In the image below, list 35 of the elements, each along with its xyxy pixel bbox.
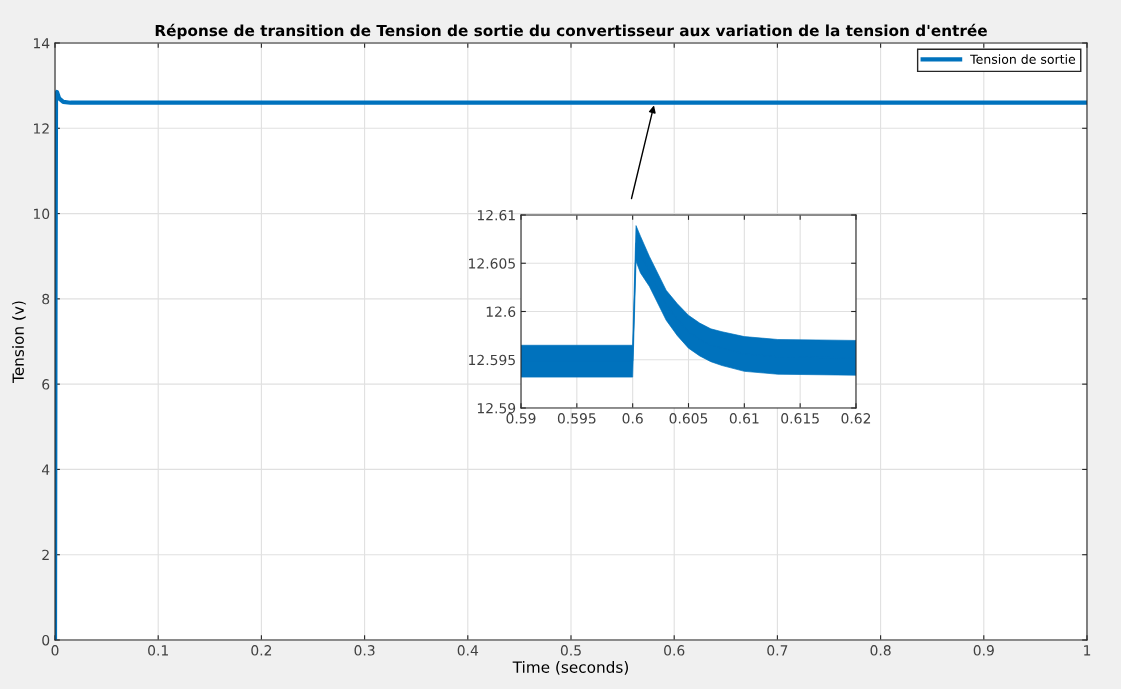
chart-title: Réponse de transition de Tension de sortie du convertisseur aux variation de la tension d'entrée bbox=[155, 23, 987, 40]
y-tick-label: 8 bbox=[42, 293, 50, 305]
x-tick-label: 1 bbox=[1084, 645, 1091, 656]
x-tick-label: 0.9 bbox=[973, 645, 994, 656]
x-tick-label: 0.1 bbox=[148, 645, 168, 656]
x-tick-label: 0.5 bbox=[560, 645, 581, 656]
x-tick-label: 0.7 bbox=[767, 645, 788, 656]
x-tick-label: 0.8 bbox=[870, 645, 891, 656]
x-tick-label: 0.62 bbox=[841, 413, 871, 424]
y-tick-label: 12 bbox=[33, 123, 49, 134]
x-tick-label: 0.615 bbox=[781, 413, 819, 424]
x-axis-title: Time (seconds) bbox=[512, 661, 628, 675]
y-tick-label: 12.59 bbox=[477, 402, 516, 414]
x-tick-label: 0.605 bbox=[669, 413, 708, 424]
y-tick-label: 0 bbox=[42, 634, 50, 646]
x-tick-label: 0.3 bbox=[354, 645, 375, 656]
y-tick-label: 12.595 bbox=[469, 354, 515, 366]
y-tick-label: 14 bbox=[33, 38, 50, 49]
y-tick-label: 2 bbox=[42, 549, 49, 560]
x-tick-label: 0.6 bbox=[664, 645, 685, 656]
y-tick-label: 12.61 bbox=[477, 209, 515, 221]
x-tick-label: 0.2 bbox=[251, 645, 272, 656]
x-tick-label: 0 bbox=[51, 645, 59, 656]
y-tick-label: 12.605 bbox=[469, 258, 515, 269]
x-tick-label: 0.6 bbox=[622, 413, 643, 424]
y-axis-title: Tension (v) bbox=[12, 301, 26, 383]
legend-label: Tension de sortie bbox=[970, 54, 1076, 64]
y-tick-label: 10 bbox=[33, 208, 50, 220]
x-tick-label: 0.59 bbox=[506, 413, 536, 424]
y-tick-label: 4 bbox=[41, 464, 50, 475]
x-tick-label: 0.61 bbox=[729, 413, 759, 424]
y-tick-label: 6 bbox=[42, 379, 50, 390]
y-tick-label: 12.6 bbox=[486, 306, 516, 317]
x-tick-label: 0.4 bbox=[457, 645, 479, 656]
x-tick-label: 0.595 bbox=[557, 413, 596, 424]
